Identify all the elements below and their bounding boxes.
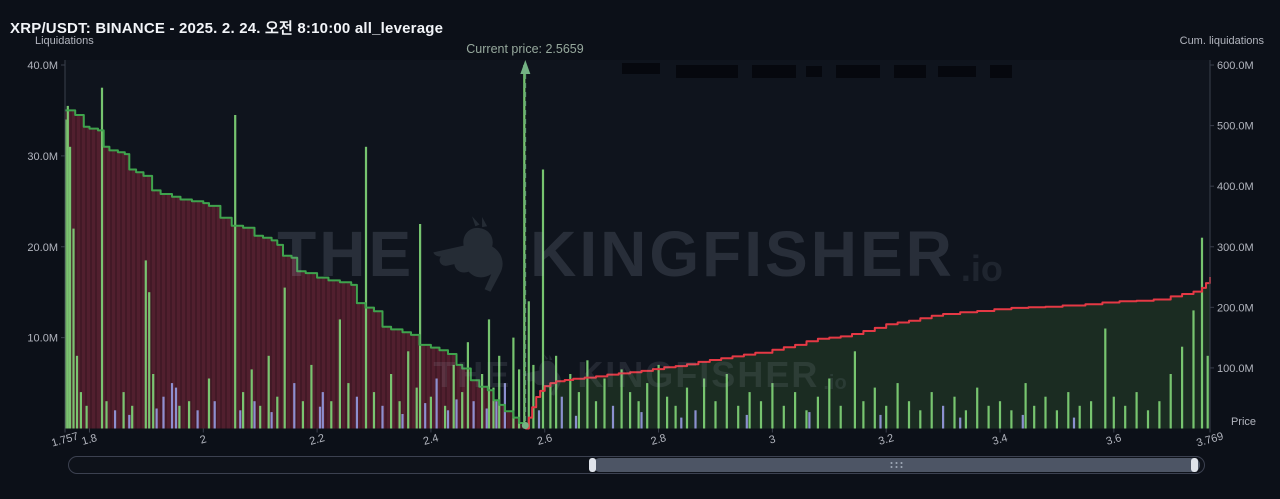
svg-text:20.0M: 20.0M [27,242,58,254]
scrollbar-right-handle[interactable] [1191,458,1198,472]
price-axis-label: Price [1230,416,1256,428]
svg-text:1.757: 1.757 [50,430,80,449]
svg-text:3.769: 3.769 [1195,430,1225,449]
svg-text:1.8: 1.8 [80,432,98,448]
right-axis-title: Cum. liquidations [1179,35,1264,47]
svg-text:10.0M: 10.0M [27,333,58,345]
svg-text:300.0M: 300.0M [1217,242,1254,254]
svg-text:30.0M: 30.0M [27,151,58,163]
svg-text:3.6: 3.6 [1105,432,1123,448]
svg-text:2.4: 2.4 [422,432,440,448]
svg-text:2.6: 2.6 [536,432,554,448]
svg-text:400.0M: 400.0M [1217,181,1254,193]
scrollbar-window[interactable] [593,458,1200,472]
svg-text:40.0M: 40.0M [27,60,58,72]
svg-text:2.8: 2.8 [650,432,668,448]
svg-text:100.0M: 100.0M [1217,363,1254,375]
svg-text:2: 2 [199,433,208,446]
svg-text:200.0M: 200.0M [1217,302,1254,314]
svg-text:500.0M: 500.0M [1217,121,1254,133]
scrollbar-grip-icon [888,461,905,469]
scrollbar-left-handle[interactable] [589,458,596,472]
svg-text:3: 3 [768,433,777,446]
svg-text:600.0M: 600.0M [1217,60,1254,72]
chart-title: XRP/USDT: BINANCE - 2025. 2. 24. 오전 8:10… [10,20,444,37]
left-axis-title: Liquidations [35,35,94,47]
svg-text:3.2: 3.2 [877,432,895,448]
current-price-label: Current price: 2.5659 [466,42,584,56]
svg-text:2.2: 2.2 [308,432,326,448]
scrollbar-track[interactable] [68,456,1205,474]
svg-text:3.4: 3.4 [991,432,1009,448]
